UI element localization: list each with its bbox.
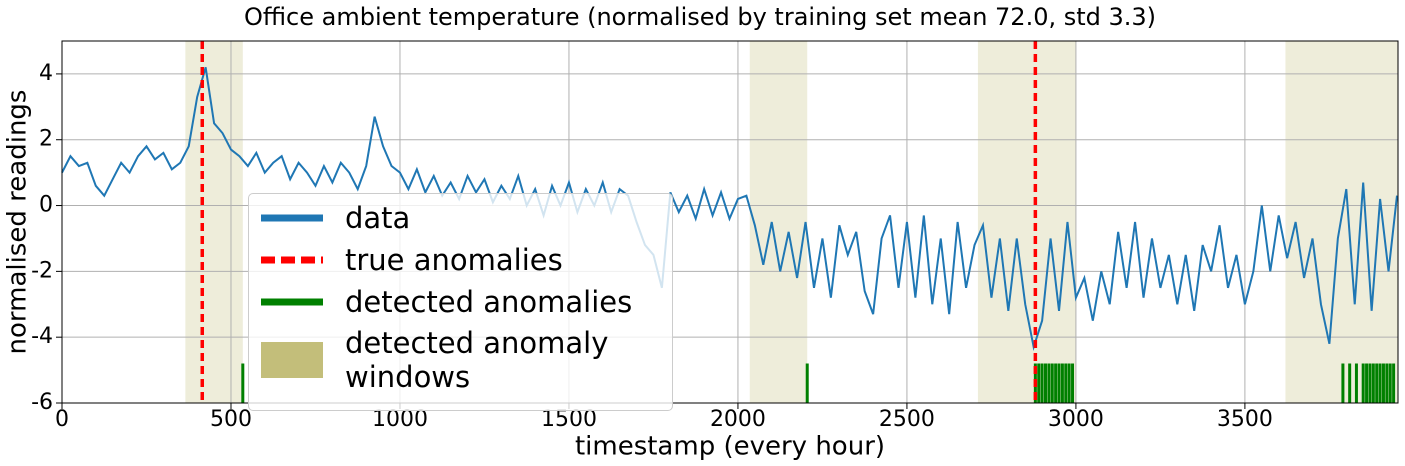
y-tick-label: 4 bbox=[39, 61, 53, 86]
legend-handle bbox=[261, 284, 323, 320]
legend-item: data bbox=[261, 200, 660, 236]
x-axis-label: timestamp (every hour) bbox=[575, 432, 885, 462]
legend-label: detected anomaly windows bbox=[345, 326, 609, 394]
anomaly-window bbox=[1285, 41, 1398, 403]
x-tick-label: 500 bbox=[210, 407, 252, 432]
legend-swatch bbox=[261, 298, 323, 306]
legend-label: detected anomalies bbox=[345, 285, 633, 319]
anomaly-window bbox=[185, 41, 243, 403]
x-tick-label: 2000 bbox=[710, 407, 766, 432]
y-tick-label: -6 bbox=[31, 390, 53, 415]
plot-frame bbox=[61, 40, 1399, 404]
legend: data true anomalies detected anomalies dete… bbox=[248, 193, 673, 411]
legend-swatch bbox=[261, 214, 323, 222]
x-tick-label: 1500 bbox=[541, 407, 597, 432]
anomaly-window bbox=[977, 41, 1076, 403]
legend-handle bbox=[261, 200, 323, 236]
x-tick-label: 0 bbox=[55, 407, 69, 432]
y-tick-label: 2 bbox=[39, 127, 53, 152]
x-tick-label: 2500 bbox=[879, 407, 935, 432]
data-line bbox=[61, 67, 1398, 352]
legend-handle bbox=[261, 342, 323, 378]
anomaly-window bbox=[749, 41, 808, 403]
y-tick-label: -4 bbox=[31, 324, 53, 349]
x-tick-label: 3000 bbox=[1048, 407, 1104, 432]
legend-item: true anomalies bbox=[261, 242, 660, 278]
y-axis-label: normalised readings bbox=[3, 90, 33, 355]
legend-label: true anomalies bbox=[345, 243, 563, 277]
legend-swatch bbox=[261, 342, 323, 378]
legend-label: data bbox=[345, 201, 411, 235]
x-tick-label: 1000 bbox=[372, 407, 428, 432]
x-tick-label: 3500 bbox=[1217, 407, 1273, 432]
y-tick-label: -2 bbox=[31, 258, 53, 283]
legend-item: detected anomaly windows bbox=[261, 326, 660, 394]
chart-title: Office ambient temperature (normalised b… bbox=[244, 3, 1156, 31]
y-tick-label: 0 bbox=[39, 193, 53, 218]
legend-item: detected anomalies bbox=[261, 284, 660, 320]
legend-handle bbox=[261, 242, 323, 278]
legend-swatch bbox=[261, 256, 323, 264]
